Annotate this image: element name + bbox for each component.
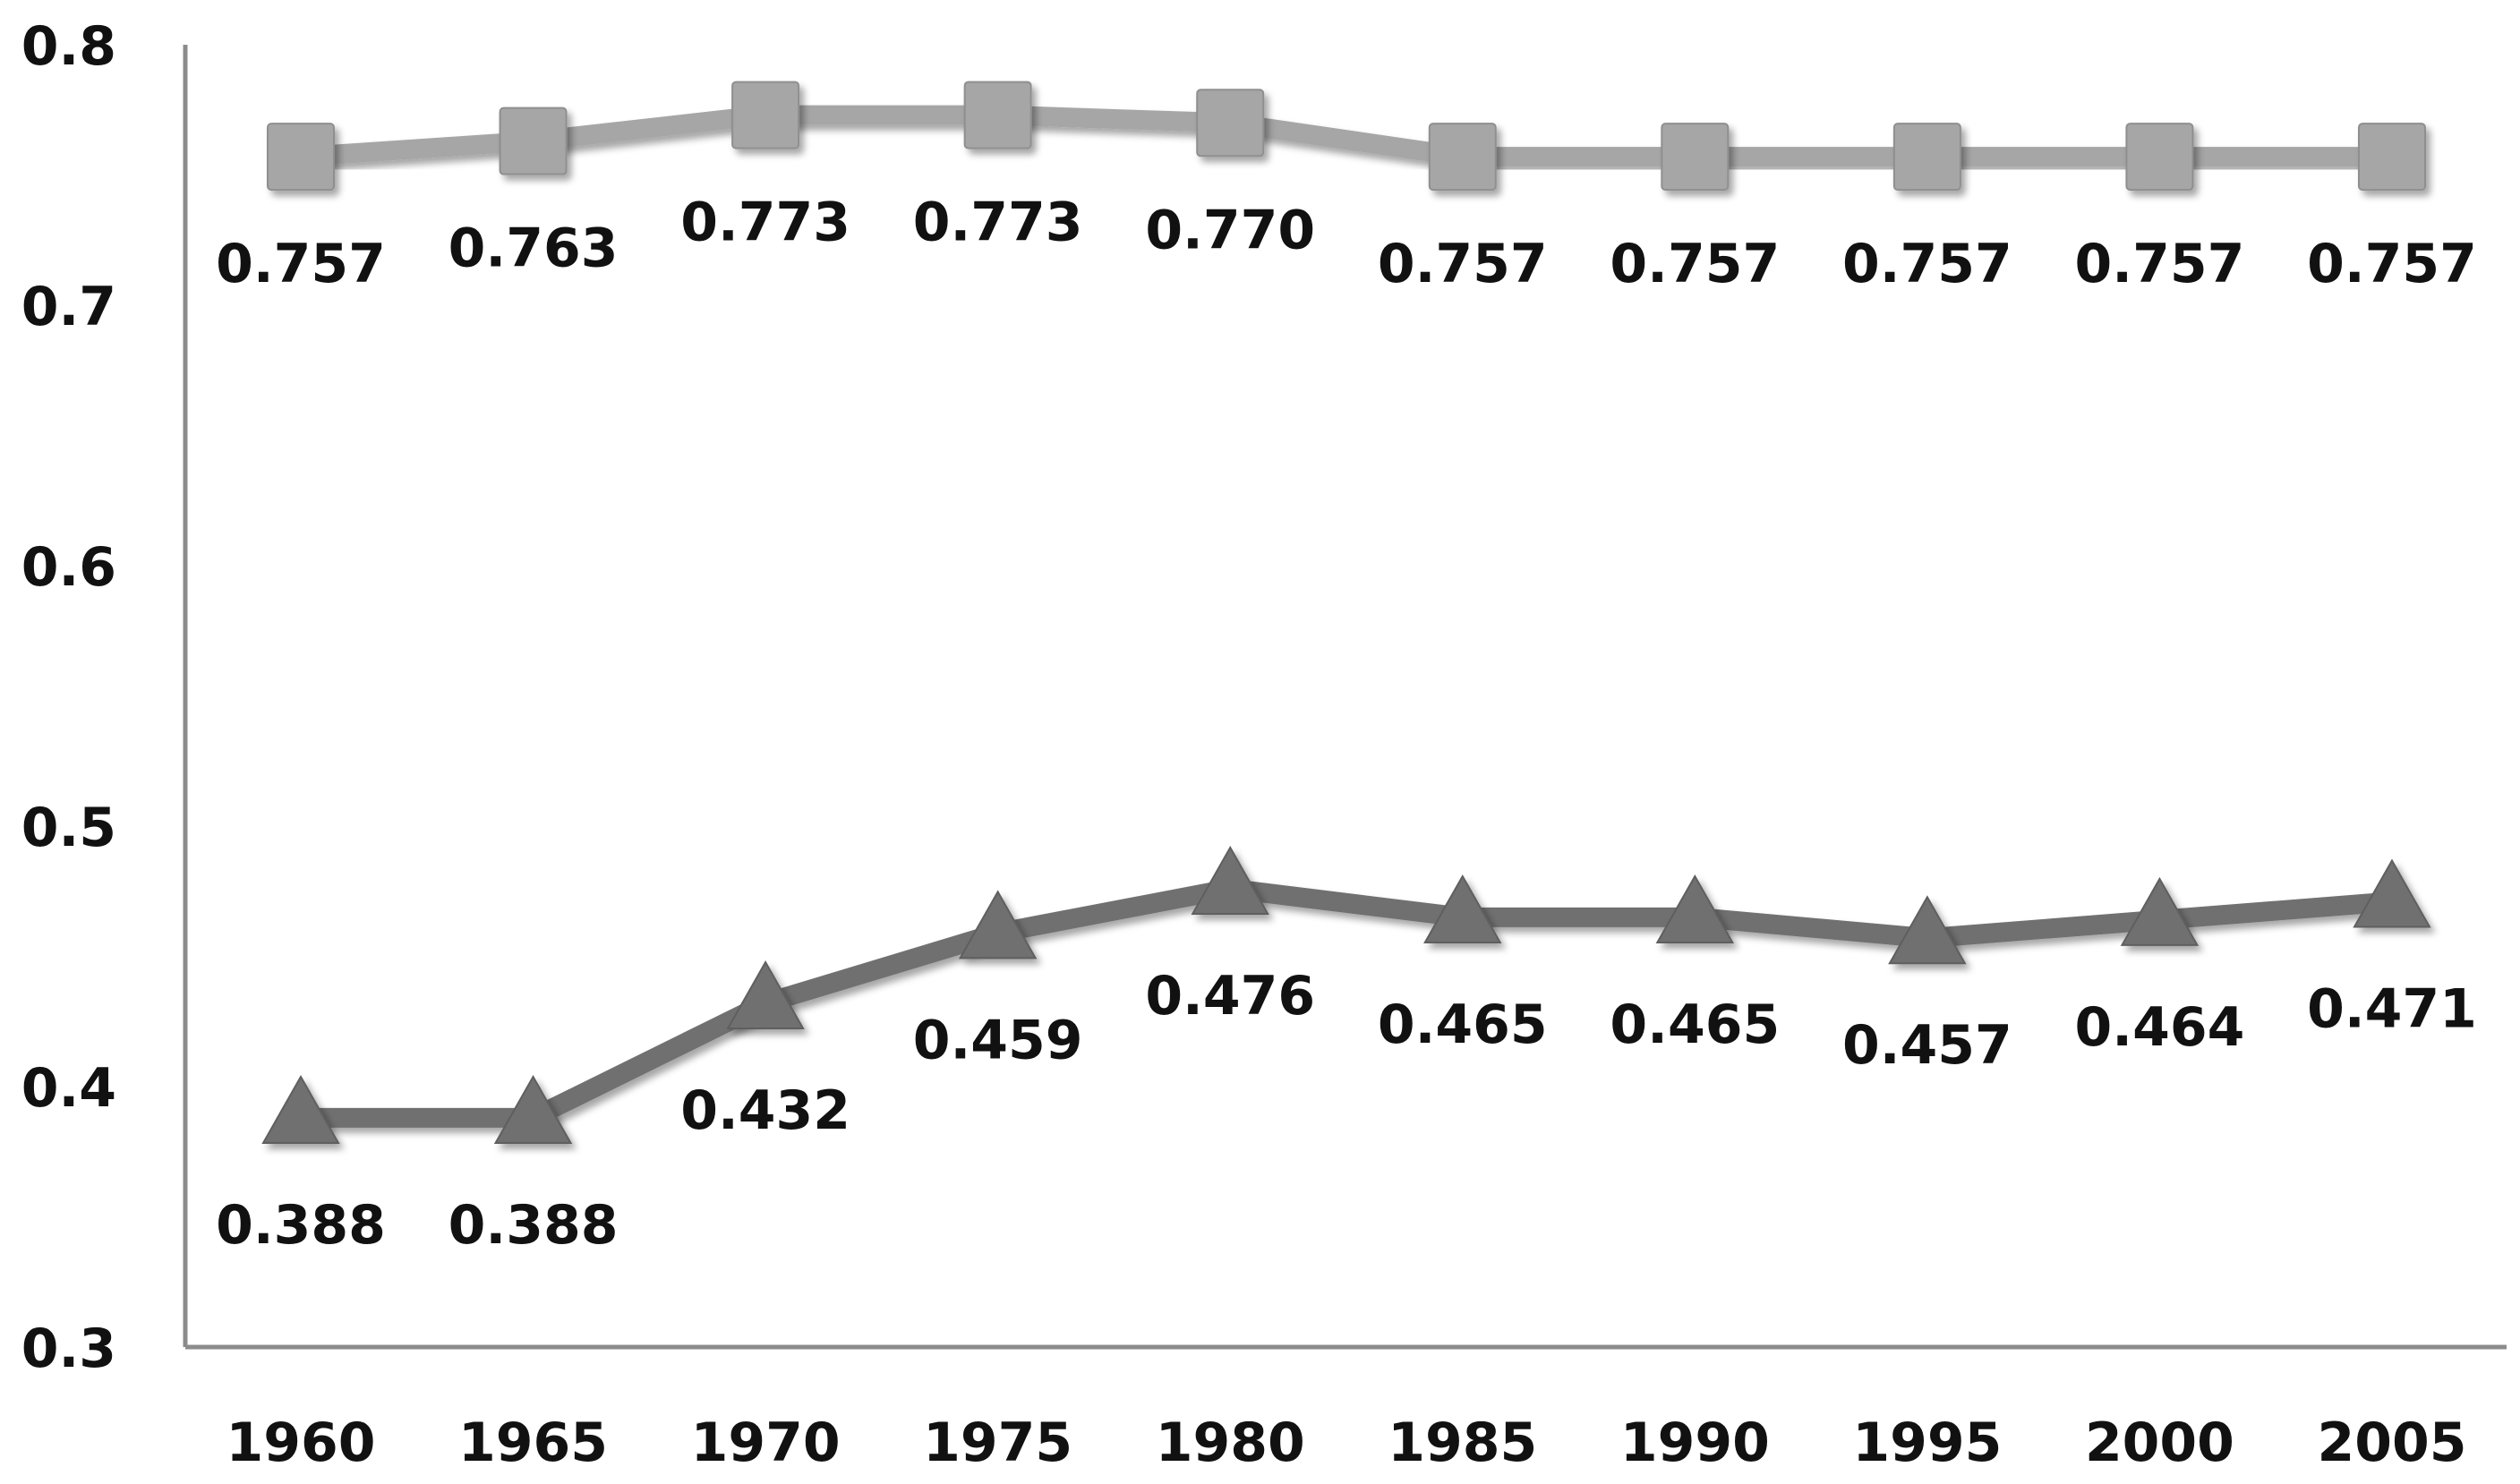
- x-tick-label: 1965: [458, 1412, 608, 1474]
- triangle-marker: [1423, 874, 1502, 943]
- data-label: 0.388: [448, 1194, 619, 1257]
- data-label: 0.773: [913, 192, 1083, 254]
- y-tick-label: 0.6: [21, 536, 116, 599]
- data-label: 0.432: [680, 1079, 850, 1142]
- data-label: 0.457: [1842, 1014, 2012, 1077]
- data-label: 0.770: [1145, 199, 1315, 261]
- square-marker: [1661, 123, 1730, 192]
- data-label: 0.459: [913, 1009, 1083, 1071]
- series-line: [291, 878, 2402, 1128]
- square-marker: [1196, 89, 1265, 158]
- data-label: 0.757: [2307, 233, 2477, 295]
- data-label: 0.465: [1610, 994, 1780, 1056]
- square-marker: [267, 123, 335, 192]
- data-label: 0.465: [1378, 994, 1548, 1056]
- y-tick-label: 0.7: [21, 276, 116, 338]
- x-tick-label: 1990: [1620, 1412, 1770, 1474]
- series-line: [291, 105, 2402, 167]
- triangle-marker: [1655, 874, 1735, 943]
- square-marker: [1428, 123, 1497, 192]
- triangle-marker: [958, 890, 1038, 959]
- data-label: 0.757: [1378, 233, 1548, 295]
- x-tick-label: 1995: [1852, 1412, 2002, 1474]
- x-tick-label: 1980: [1156, 1412, 1305, 1474]
- data-label: 0.388: [216, 1194, 386, 1257]
- square-marker: [1892, 123, 1961, 192]
- data-label: 0.476: [1145, 965, 1315, 1028]
- data-label: 0.763: [448, 217, 619, 280]
- square-marker: [2125, 123, 2194, 192]
- triangle-marker: [1888, 895, 1967, 965]
- series-2: [261, 845, 2431, 1145]
- square-marker: [499, 107, 568, 175]
- x-tick-label: 1960: [226, 1412, 376, 1474]
- y-tick-label: 0.5: [21, 797, 116, 859]
- x-tick-label: 1970: [691, 1412, 841, 1474]
- y-tick-label: 0.3: [21, 1318, 116, 1380]
- series-1: [267, 81, 2426, 192]
- triangle-marker: [261, 1075, 340, 1145]
- data-label: 0.757: [1842, 233, 2012, 295]
- x-tick-label: 1985: [1388, 1412, 1537, 1474]
- x-tick-label: 2005: [2318, 1412, 2467, 1474]
- square-marker: [731, 81, 800, 149]
- data-labels: 0.757 0.763 0.773 0.773 0.770 0.757 0.757 0.757…: [216, 192, 2477, 1257]
- x-tick-label: 2000: [2085, 1412, 2234, 1474]
- x-tick-label: 1975: [923, 1412, 1072, 1474]
- data-label: 0.757: [1610, 233, 1780, 295]
- triangle-marker: [1191, 845, 1269, 915]
- axes: 0.3 0.4 0.5 0.6 0.7 0.8 1960 1965 1970 1975 1980 19…: [21, 15, 2507, 1474]
- series-group: [261, 81, 2431, 1145]
- triangle-marker: [2353, 858, 2431, 928]
- triangle-marker: [493, 1075, 573, 1145]
- data-label: 0.471: [2307, 977, 2477, 1040]
- square-marker: [2358, 123, 2426, 192]
- y-tick-label: 0.8: [21, 15, 116, 78]
- data-label: 0.757: [216, 233, 386, 295]
- triangle-marker: [726, 959, 805, 1029]
- data-label: 0.464: [2075, 996, 2245, 1059]
- square-marker: [963, 81, 1032, 149]
- triangle-marker: [2120, 876, 2200, 946]
- data-label: 0.773: [680, 192, 850, 254]
- data-label: 0.757: [2075, 233, 2245, 295]
- y-tick-label: 0.4: [21, 1057, 116, 1120]
